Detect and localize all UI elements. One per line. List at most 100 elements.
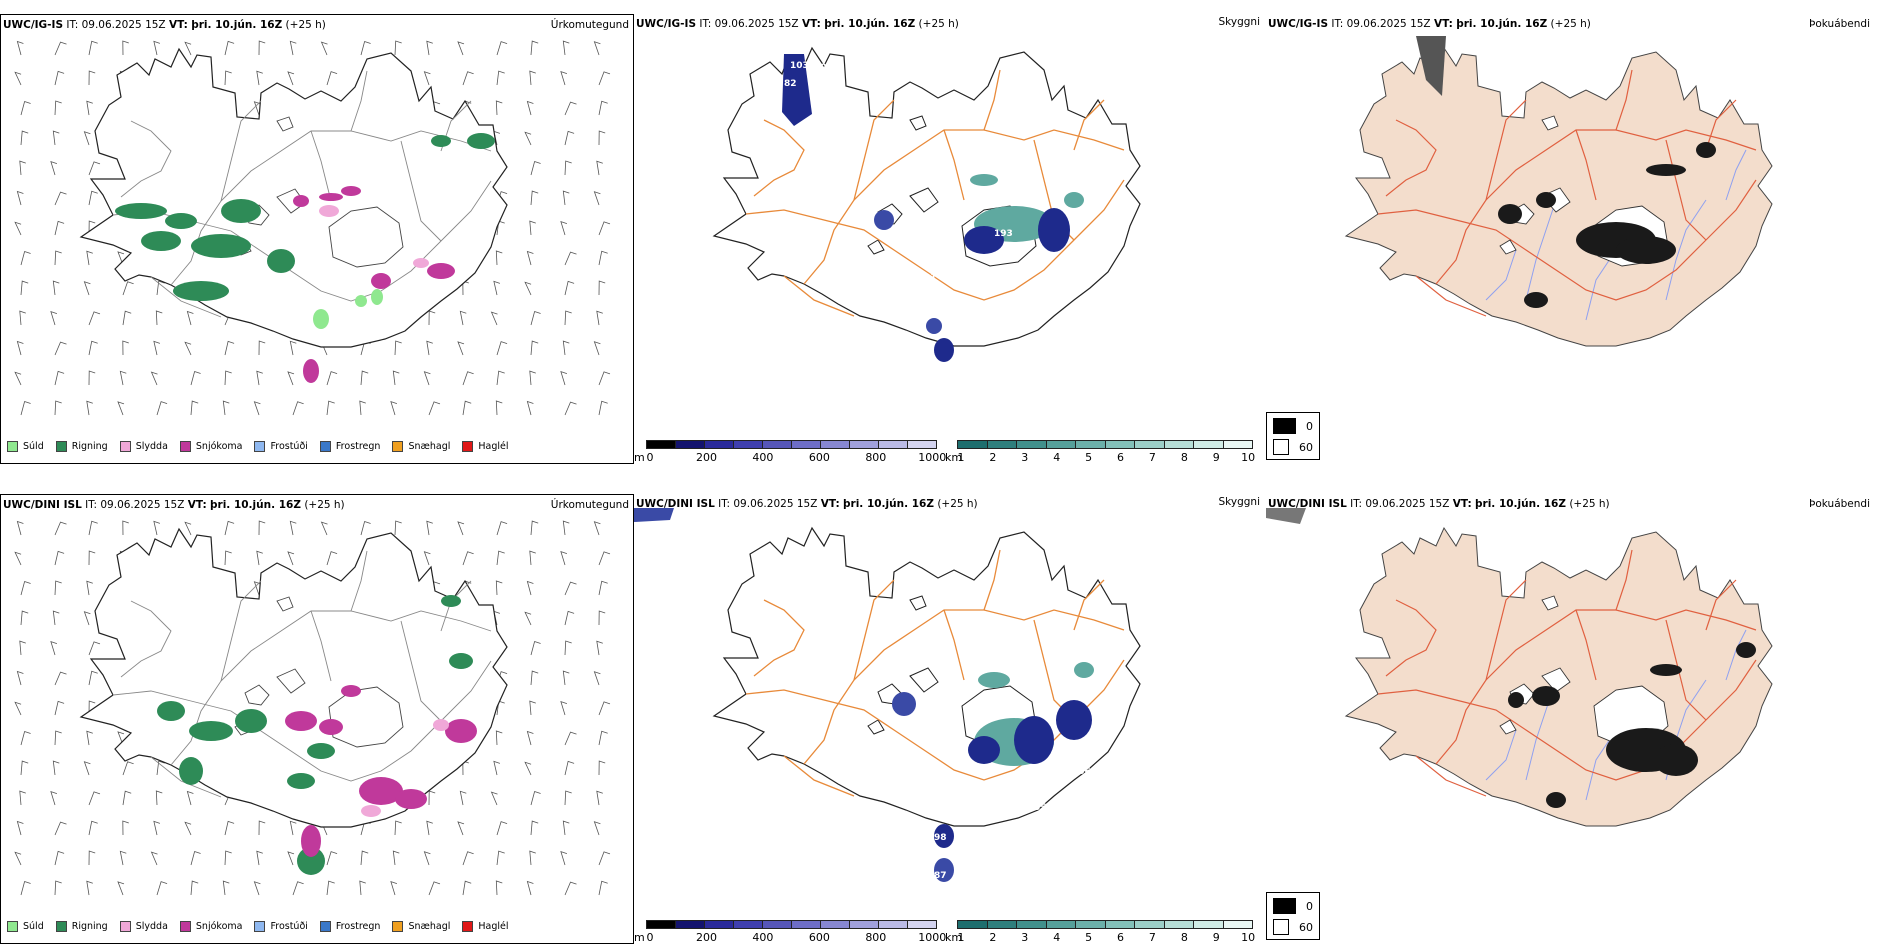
wind-barb: [119, 850, 127, 866]
colorbar-tick-label: 1: [957, 451, 965, 464]
wind-barb: [119, 370, 127, 386]
wind-barb: [426, 520, 433, 536]
snow-area: [303, 359, 319, 383]
sleet-area: [433, 719, 449, 731]
visibility-value-label: 161: [984, 797, 1003, 807]
wind-barb: [598, 250, 608, 266]
colorbar-cells: [646, 920, 937, 929]
colorbar-cell: [705, 441, 734, 448]
wind-barb: [155, 790, 163, 806]
wind-barb: [156, 881, 168, 896]
precip-type-legend: Súld Rigning Slydda Snjókoma Frostúði Frostre…: [7, 921, 521, 932]
visibility-area: [1038, 208, 1070, 252]
panel-header: UWC/IG-IS IT: 09.06.2025 15Z VT: þri. 10…: [636, 18, 959, 30]
fog-key-label: 60: [1299, 920, 1313, 934]
road-line: [783, 755, 855, 797]
wind-barb: [564, 760, 575, 776]
wind-barb: [224, 850, 232, 866]
colorbar-tick-label: 10: [1241, 451, 1256, 464]
colorbar-cell: [879, 921, 908, 928]
wind-barb: [224, 550, 232, 566]
colorbar-unit: m: [634, 931, 645, 944]
wind-barb: [496, 370, 505, 386]
road-line: [753, 599, 805, 677]
colorbar-tick-label: 4: [1053, 931, 1061, 944]
wind-barb: [428, 310, 436, 326]
drizzle-area: [371, 289, 383, 305]
wind-barb: [54, 521, 67, 536]
rain-area: [267, 249, 295, 273]
road-line: [150, 276, 222, 318]
legend-swatch: [392, 921, 404, 932]
fog-map: [1344, 36, 1773, 347]
road-line: [1385, 599, 1437, 677]
legend-swatch: [7, 921, 18, 932]
colorbar-tick-label: 0: [646, 931, 654, 944]
wind-barb: [457, 341, 465, 356]
fog-index-key: 0 60: [1266, 892, 1320, 940]
colorbar-tick-label: 2: [989, 451, 997, 464]
fog-area: [1696, 142, 1716, 158]
snow-area: [395, 789, 427, 809]
ceiling-colorbar: m 0 200 400 600 800 1000: [634, 437, 946, 465]
road-line: [983, 549, 1001, 611]
visibility-value-label: 91: [924, 273, 937, 283]
wind-barb: [598, 610, 606, 626]
snow-area: [427, 263, 455, 279]
wind-barb: [359, 880, 366, 896]
wind-barb: [560, 550, 568, 566]
wind-barb: [320, 521, 328, 536]
legend-swatch: [319, 921, 331, 932]
wind-barb: [359, 400, 366, 416]
wind-barb: [258, 40, 266, 56]
legend-label: Frostúði: [270, 441, 308, 452]
snow-area: [445, 719, 477, 743]
wind-barb: [598, 701, 611, 716]
wind-barb: [394, 340, 402, 356]
road-line: [170, 610, 492, 766]
glacier-outline: [909, 667, 939, 693]
wind-barb: [86, 100, 93, 116]
wind-barb: [83, 131, 91, 146]
legend-label: Slydda: [135, 921, 168, 932]
wind-barb: [54, 41, 67, 56]
wind-barb: [20, 280, 29, 296]
wind-barb: [428, 401, 441, 416]
wind-barb: [88, 161, 101, 176]
wind-barb: [289, 520, 297, 536]
wind-barb: [224, 340, 235, 356]
iceland-map-group: [712, 526, 1141, 882]
fog-key-label: 60: [1299, 440, 1313, 454]
wind-barb: [88, 190, 98, 206]
wind-barb: [562, 520, 570, 536]
colorbar-cell: [987, 441, 1017, 448]
road-line: [753, 119, 805, 197]
wind-barb: [122, 820, 129, 836]
visibility-area: [926, 318, 942, 334]
panel-header: UWC/IG-IS IT: 09.06.2025 15Z VT: þri. 10…: [3, 19, 326, 31]
panel-header: UWC/DINI ISL IT: 09.06.2025 15Z VT: þri.…: [1268, 498, 1610, 510]
fog-key-swatch: [1273, 439, 1289, 455]
road-line: [150, 756, 222, 798]
wind-barb: [598, 880, 608, 896]
wind-barb: [83, 761, 91, 776]
visibility-area: [874, 210, 894, 230]
fog-key-label: 0: [1306, 419, 1313, 433]
fog-key-row: 0: [1273, 898, 1313, 914]
wind-barb: [495, 880, 503, 896]
wind-barb: [52, 610, 60, 626]
wind-barb: [54, 730, 62, 746]
colorbar-cell: [1046, 921, 1076, 928]
wind-barb: [423, 851, 431, 866]
wind-barb: [598, 730, 608, 746]
road-line: [220, 100, 262, 202]
legend-swatch: [119, 921, 131, 932]
wind-barb: [495, 580, 503, 596]
wind-barb: [117, 251, 125, 266]
wind-barb: [593, 191, 601, 206]
colorbar-tick-label: 9: [1212, 451, 1220, 464]
road-line: [400, 140, 442, 242]
iceland-coastline: [712, 526, 1141, 827]
colorbar-tick-label: 8: [1180, 451, 1188, 464]
sleet-area: [413, 258, 429, 268]
